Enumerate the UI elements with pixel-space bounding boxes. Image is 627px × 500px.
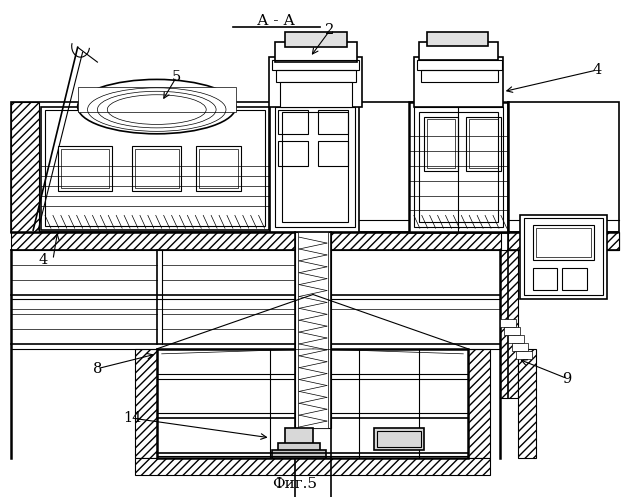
Bar xyxy=(500,319,516,327)
Bar xyxy=(504,327,520,335)
Bar xyxy=(469,120,498,168)
Bar xyxy=(282,112,347,222)
Bar xyxy=(377,431,421,447)
Bar xyxy=(524,218,603,296)
Bar xyxy=(135,149,179,188)
Bar xyxy=(298,232,328,428)
Bar xyxy=(157,349,468,458)
Text: 8: 8 xyxy=(93,362,102,376)
Bar xyxy=(268,57,362,106)
Bar xyxy=(196,146,241,190)
Bar xyxy=(427,32,488,46)
Bar xyxy=(427,120,455,168)
Bar xyxy=(419,42,498,60)
Bar xyxy=(468,349,490,458)
Ellipse shape xyxy=(78,80,236,134)
Text: 5: 5 xyxy=(172,70,181,84)
Bar xyxy=(275,106,354,228)
Bar xyxy=(132,146,181,190)
Bar xyxy=(273,60,359,70)
Bar xyxy=(135,458,490,475)
Bar xyxy=(11,102,39,232)
Text: Фиг.5: Фиг.5 xyxy=(272,478,317,492)
Bar xyxy=(278,110,308,134)
Bar xyxy=(135,349,157,458)
Bar xyxy=(532,268,557,289)
Bar xyxy=(199,149,238,188)
Bar xyxy=(278,443,320,452)
Bar xyxy=(318,141,347,166)
Text: 4: 4 xyxy=(592,63,601,77)
Bar xyxy=(421,70,498,82)
Bar xyxy=(516,351,532,359)
Bar xyxy=(424,116,458,171)
Bar xyxy=(532,226,594,260)
Bar xyxy=(280,82,352,106)
Bar xyxy=(270,102,359,232)
Bar xyxy=(508,232,619,250)
Bar xyxy=(45,110,265,226)
Bar xyxy=(295,232,331,428)
Text: 9: 9 xyxy=(562,372,572,386)
Text: А - А: А - А xyxy=(257,14,295,28)
Bar xyxy=(562,268,587,289)
Bar xyxy=(409,102,508,232)
Bar xyxy=(275,42,357,62)
Bar xyxy=(508,232,619,250)
Bar xyxy=(273,450,326,458)
Bar xyxy=(278,141,308,166)
Bar xyxy=(78,87,236,112)
Text: 2: 2 xyxy=(325,24,334,38)
Text: 4: 4 xyxy=(38,253,48,267)
Bar xyxy=(508,335,524,343)
Bar xyxy=(419,112,498,222)
Bar xyxy=(520,216,607,300)
Bar xyxy=(11,102,500,232)
Bar xyxy=(11,232,501,250)
Bar xyxy=(285,32,347,48)
Bar xyxy=(500,250,518,398)
Bar xyxy=(318,110,347,134)
Bar xyxy=(277,70,356,82)
Bar xyxy=(414,106,503,228)
Bar xyxy=(535,228,591,257)
Bar xyxy=(61,149,109,188)
Bar xyxy=(512,343,527,351)
Bar xyxy=(466,116,501,171)
Bar xyxy=(518,349,535,458)
Bar xyxy=(508,102,619,232)
Bar xyxy=(41,106,268,230)
Bar xyxy=(417,60,502,70)
Bar xyxy=(285,428,313,446)
Bar xyxy=(374,428,424,450)
Bar xyxy=(414,57,503,106)
Text: 14: 14 xyxy=(123,411,141,425)
Bar xyxy=(58,146,112,190)
